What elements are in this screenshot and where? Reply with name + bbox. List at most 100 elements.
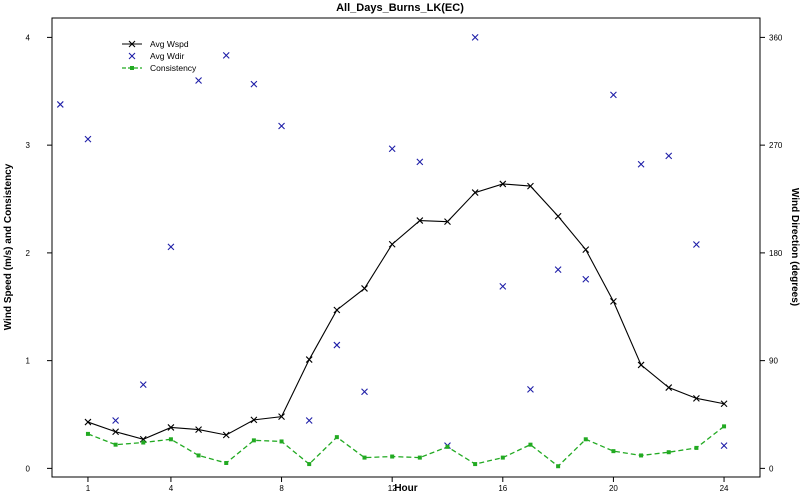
avg-wdir-point <box>527 385 534 393</box>
legend-item: Avg Wspd <box>122 39 189 49</box>
avg-wdir-point <box>554 266 562 274</box>
consistency-point <box>666 450 671 455</box>
avg-wspd-point <box>388 240 396 248</box>
consistency-point <box>722 424 727 429</box>
consistency-point <box>307 462 312 467</box>
x-tick-label: 16 <box>498 484 507 493</box>
avg-wspd-point <box>582 246 590 254</box>
y-axis-left: 0 1 2 3 4 <box>26 33 52 473</box>
consistency-point <box>528 442 533 447</box>
consistency-point <box>85 431 90 436</box>
avg-wspd-point <box>610 297 617 305</box>
legend-label: Consistency <box>150 63 197 73</box>
consistency-point <box>473 462 478 467</box>
avg-wspd-point <box>195 426 202 433</box>
avg-wdir-point <box>693 241 700 248</box>
avg-wspd-point <box>693 394 700 402</box>
consistency-point <box>224 460 229 465</box>
y-right-tick-label: 270 <box>769 141 783 150</box>
y-axis-right-title: Wind Direction (degrees) <box>789 188 800 306</box>
avg-wspd-point <box>416 217 424 224</box>
avg-wspd-point <box>222 431 230 439</box>
plot-frame <box>51 17 761 478</box>
consistency-line <box>87 425 725 468</box>
consistency-point <box>445 444 450 449</box>
avg-wspd-point <box>278 413 285 421</box>
consistency-point <box>113 442 118 447</box>
consistency-point <box>390 454 395 459</box>
series-layer <box>56 34 728 469</box>
consistency-point <box>251 438 256 443</box>
y-left-tick-label: 0 <box>26 464 31 473</box>
legend-label: Avg Wspd <box>150 39 189 49</box>
consistency-point <box>279 439 284 444</box>
avg-wdir-point <box>333 341 341 349</box>
y-left-tick-label: 2 <box>26 249 31 258</box>
avg-wdir-point <box>56 101 64 108</box>
avg-wdir-point <box>250 80 258 88</box>
avg-wdir-point <box>167 243 175 251</box>
y-axis-left-title: Wind Speed (m/s) and Consistency <box>3 163 14 330</box>
avg-wdir-point <box>112 417 119 424</box>
avg-wspd-point <box>720 400 728 408</box>
y-right-tick-label: 180 <box>769 249 783 258</box>
consistency-point <box>334 435 339 440</box>
x-tick-label: 1 <box>86 484 91 493</box>
x-tick-label: 20 <box>609 484 618 493</box>
avg-wdir-point <box>139 381 147 388</box>
consistency-point <box>168 437 173 442</box>
x-axis-title: Hour <box>394 483 417 494</box>
y-left-tick-label: 1 <box>26 357 31 366</box>
y-right-tick-label: 360 <box>769 33 783 42</box>
legend-swatch-avg-wdir <box>128 52 136 60</box>
consistency-point <box>362 455 367 460</box>
consistency-point <box>500 455 505 460</box>
avg-wdir-point <box>222 51 230 59</box>
avg-wspd-point <box>333 306 341 314</box>
avg-wdir-point <box>499 283 507 290</box>
avg-wspd-point <box>554 212 562 220</box>
avg-wdir-point <box>720 442 728 450</box>
consistency-point <box>556 464 561 469</box>
avg-wspd-point <box>637 361 645 369</box>
y-right-tick-label: 0 <box>769 464 774 473</box>
y-left-tick-label: 4 <box>26 33 31 42</box>
avg-wspd-point <box>167 424 175 431</box>
x-axis: 1 4 8 12 16 20 24 <box>86 477 729 493</box>
chart-title: All_Days_Burns_LK(EC) <box>336 2 464 14</box>
x-tick-label: 12 <box>388 484 397 493</box>
y-left-tick-label: 3 <box>26 141 31 150</box>
consistency-point <box>141 440 146 445</box>
avg-wspd-point <box>499 180 507 188</box>
avg-wspd-point <box>527 182 534 190</box>
legend-item: Avg Wdir <box>128 51 184 61</box>
avg-wdir-point <box>84 135 92 143</box>
consistency-point <box>583 437 588 442</box>
avg-wdir-point <box>361 388 368 396</box>
legend-label: Avg Wdir <box>150 51 184 61</box>
avg-wdir-point <box>665 152 673 160</box>
consistency-point <box>694 445 699 450</box>
avg-wdir-point <box>278 122 285 130</box>
consistency-point <box>611 449 616 454</box>
avg-wspd-point <box>471 189 479 196</box>
avg-wspd-point <box>250 416 258 424</box>
avg-wdir-point <box>582 275 590 283</box>
x-tick-label: 4 <box>169 484 174 493</box>
consistency-point <box>417 455 422 460</box>
avg-wspd-point <box>361 285 368 292</box>
avg-wdir-point <box>471 34 479 41</box>
legend-swatch-avg-wspd <box>128 40 136 48</box>
avg-wspd-point <box>112 428 119 436</box>
legend: Avg Wspd Avg Wdir Consistency <box>122 39 197 73</box>
avg-wspd-point <box>665 384 673 391</box>
avg-wdir-point <box>388 145 396 153</box>
avg-wdir-point <box>416 158 424 166</box>
x-tick-label: 8 <box>279 484 284 493</box>
avg-wspd-line <box>87 183 725 440</box>
avg-wspd-point <box>305 356 313 363</box>
avg-wspd-point <box>84 418 92 426</box>
avg-wspd-point <box>444 218 451 226</box>
avg-wdir-point <box>610 91 617 99</box>
